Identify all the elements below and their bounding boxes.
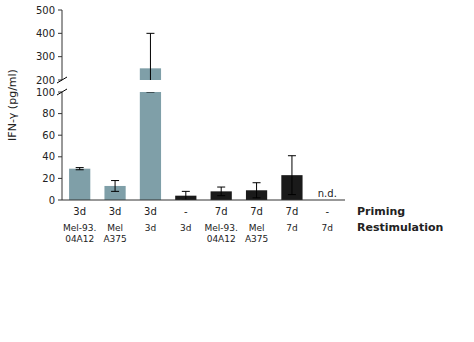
error-cap <box>111 191 119 192</box>
y-tick-label: 80 <box>42 108 55 119</box>
bar <box>69 169 90 200</box>
x-tick-label: MelA375 <box>103 223 126 244</box>
error-cap <box>76 167 84 168</box>
x-tick-label: - <box>184 206 188 217</box>
y-tick <box>58 156 62 157</box>
x-tick-label: MelA375 <box>245 223 268 244</box>
error-bar <box>288 156 296 195</box>
y-tick-label: 60 <box>42 130 55 141</box>
x-tick-label: 3d <box>144 206 157 217</box>
axis-break <box>57 77 67 83</box>
row-header: Restimulation <box>357 221 443 234</box>
error-cap <box>182 191 190 192</box>
y-tick-label: 0 <box>49 195 55 206</box>
axis-break <box>57 89 67 95</box>
error-bar <box>253 183 261 198</box>
y-tick <box>58 135 62 136</box>
error-cap <box>288 194 296 195</box>
y-tick-label: 20 <box>42 173 55 184</box>
error-bar <box>146 33 154 80</box>
error-bar <box>182 191 190 200</box>
plot-area <box>69 92 302 200</box>
error-bar <box>217 187 225 196</box>
x-tick-label: 7d <box>215 206 228 217</box>
error-cap <box>76 169 84 170</box>
error-line <box>291 156 292 195</box>
bar <box>140 92 161 200</box>
y-axis-label: IFN-γ (pg/ml) <box>6 69 19 141</box>
y-tick-label: 100 <box>36 87 55 98</box>
x-tick-label: Mel-93.04A12 <box>63 223 96 244</box>
x-tick-label: Mel-93.04A12 <box>205 223 238 244</box>
error-bar <box>76 168 84 170</box>
x-tick-label: 3d <box>73 206 86 217</box>
y-tick <box>58 200 62 201</box>
x-axis-line <box>62 200 345 201</box>
y-axis-line <box>62 92 63 200</box>
error-line <box>150 33 151 80</box>
error-line <box>115 181 116 192</box>
x-tick-label: 3d <box>180 223 191 233</box>
error-cap <box>146 92 154 93</box>
plot-area <box>69 33 302 80</box>
y-tick-label: 200 <box>36 75 55 86</box>
y-tick-label: 400 <box>36 28 55 39</box>
error-cap <box>253 182 261 183</box>
x-tick-label: 7d <box>250 206 263 217</box>
error-line <box>185 191 186 200</box>
y-axis-line <box>62 10 63 80</box>
x-tick-label: 3d <box>145 223 156 233</box>
error-line <box>221 187 222 196</box>
error-cap <box>217 187 225 188</box>
y-tick <box>58 10 62 11</box>
error-line <box>256 183 257 198</box>
y-tick-label: 300 <box>36 51 55 62</box>
x-tick-label: 7d <box>286 223 297 233</box>
y-tick <box>58 56 62 57</box>
y-tick <box>58 178 62 179</box>
x-tick-label: - <box>326 206 330 217</box>
x-tick-label: 7d <box>286 206 299 217</box>
error-cap <box>111 180 119 181</box>
error-bar <box>111 181 119 192</box>
y-tick-label: 40 <box>42 151 55 162</box>
error-cap <box>146 33 154 34</box>
row-header: Priming <box>357 205 405 218</box>
y-tick <box>58 113 62 114</box>
y-tick <box>58 33 62 34</box>
chart: 0 20 40 60 80 100200 300 400 500 IFN-γ (pg/ml) n.d… <box>0 0 474 342</box>
x-tick-label: 7d <box>322 223 333 233</box>
annotation: n.d. <box>318 188 337 199</box>
error-cap <box>217 195 225 196</box>
error-cap <box>253 197 261 198</box>
error-cap <box>288 155 296 156</box>
y-tick-label: 500 <box>36 5 55 16</box>
x-tick-label: 3d <box>109 206 122 217</box>
